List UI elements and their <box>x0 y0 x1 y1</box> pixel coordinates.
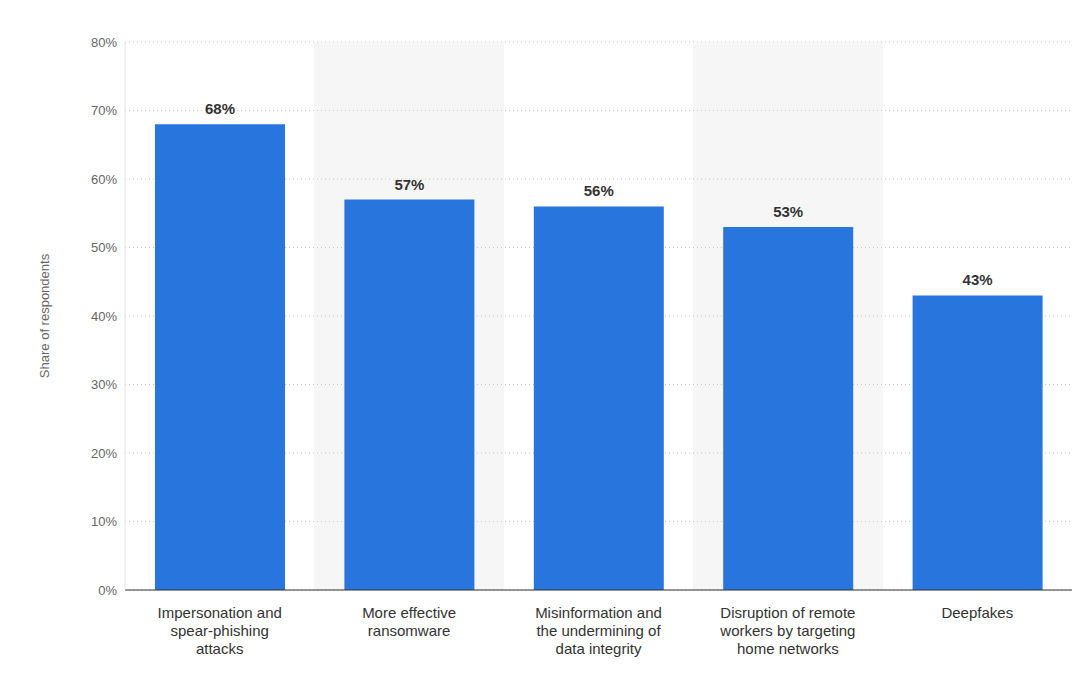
svg-text:80%: 80% <box>91 35 117 50</box>
svg-text:68%: 68% <box>205 100 235 117</box>
svg-text:Misinformation andthe undermin: Misinformation andthe undermining ofdata… <box>535 604 662 657</box>
svg-text:Disruption of remoteworkers by: Disruption of remoteworkers by targeting… <box>719 604 855 657</box>
svg-text:0%: 0% <box>98 583 117 598</box>
svg-text:70%: 70% <box>91 103 117 118</box>
svg-text:43%: 43% <box>963 271 993 288</box>
svg-text:50%: 50% <box>91 240 117 255</box>
svg-text:60%: 60% <box>91 172 117 187</box>
svg-text:20%: 20% <box>91 446 117 461</box>
svg-text:57%: 57% <box>394 176 424 193</box>
svg-text:40%: 40% <box>91 309 117 324</box>
svg-text:More effectiveransomware: More effectiveransomware <box>362 604 456 639</box>
svg-text:Deepfakes: Deepfakes <box>941 604 1013 621</box>
svg-text:Share of respondents: Share of respondents <box>37 253 52 378</box>
svg-text:10%: 10% <box>91 514 117 529</box>
svg-text:53%: 53% <box>773 203 803 220</box>
svg-text:Impersonation andspear-phishin: Impersonation andspear-phishingattacks <box>158 604 282 657</box>
svg-text:30%: 30% <box>91 377 117 392</box>
svg-text:56%: 56% <box>584 182 614 199</box>
